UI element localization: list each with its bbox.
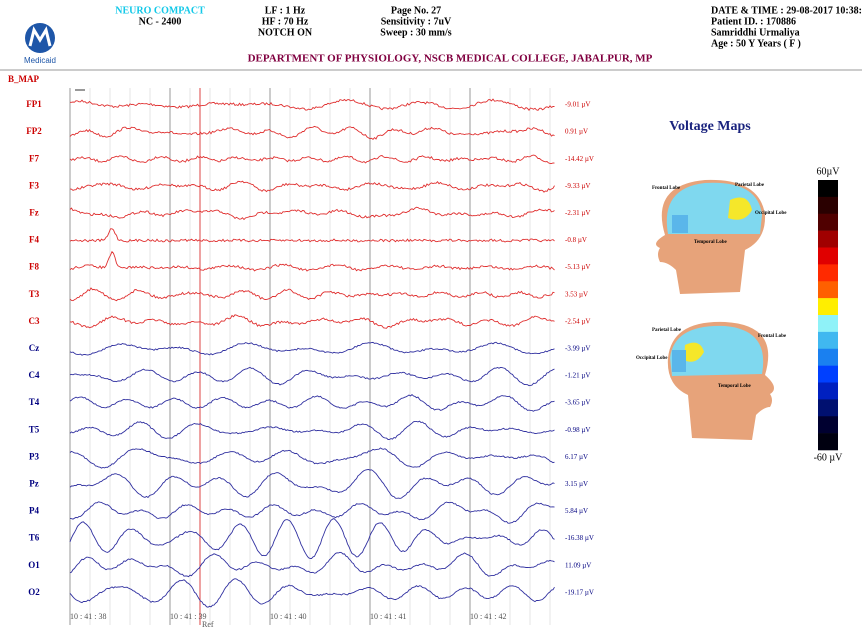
- channel-value: -3.65 µV: [565, 399, 590, 407]
- time-label: 10 : 41 : 40: [270, 612, 306, 621]
- scale-step: [818, 366, 838, 383]
- scale-step: [818, 214, 838, 231]
- channel-value: -9.33 µV: [565, 182, 590, 190]
- channel-label: C4: [29, 370, 40, 380]
- color-scale: [818, 180, 838, 450]
- scale-step: [818, 332, 838, 349]
- channel-label: P4: [29, 506, 39, 516]
- channel-label: T3: [29, 289, 40, 299]
- sweep: Sweep : 30 mm/s: [380, 27, 451, 38]
- scale-step: [818, 281, 838, 298]
- lf: LF : 1 Hz: [265, 5, 306, 16]
- lobe-label: Temporal Lobe: [694, 240, 728, 245]
- hf: HF : 70 Hz: [262, 16, 309, 27]
- channel-value: -0.8 µV: [565, 236, 587, 244]
- datetime: DATE & TIME : 29-08-2017 10:38:: [711, 5, 862, 16]
- channel-label: C3: [29, 316, 40, 326]
- channel-value: -1.21 µV: [565, 372, 590, 380]
- channel-value: 0.91 µV: [565, 128, 588, 136]
- channel-label: O2: [28, 587, 40, 597]
- channel-value: 3.15 µV: [565, 480, 588, 488]
- channel-label: Cz: [29, 343, 40, 353]
- time-label: 10 : 41 : 39: [170, 612, 206, 621]
- channel-value: 3.53 µV: [565, 290, 588, 298]
- channel-label: F3: [29, 180, 39, 190]
- channel-label: F7: [29, 153, 39, 163]
- channel-label: O1: [28, 560, 40, 570]
- scale-step: [818, 399, 838, 416]
- patient-name: Samriddhi Urmaliya: [711, 27, 800, 38]
- logo-text: Medicaid: [24, 56, 56, 65]
- channel-value: -16.38 µV: [565, 534, 594, 542]
- montage: B_MAP: [8, 74, 39, 84]
- channel-label: T4: [29, 397, 40, 407]
- channel-value: -5.13 µV: [565, 263, 590, 271]
- channel-value: -14.42 µV: [565, 155, 594, 163]
- eeg-report: Medicaid NEURO COMPACT NC - 2400 LF : 1 …: [0, 0, 862, 628]
- ref-label: Ref: [202, 620, 214, 628]
- department: DEPARTMENT OF PHYSIOLOGY, NSCB MEDICAL C…: [248, 53, 653, 65]
- time-label: 10 : 41 : 41: [370, 612, 406, 621]
- scale-step: [818, 315, 838, 332]
- scale-step: [818, 383, 838, 400]
- lobe-label: Parietal Lobe: [652, 328, 682, 333]
- channel-value: -2.54 µV: [565, 317, 590, 325]
- channel-value: -3.99 µV: [565, 345, 590, 353]
- lobe-label: Frontal Lobe: [758, 334, 787, 339]
- channel-value: 5.84 µV: [565, 507, 588, 515]
- scale-step: [818, 433, 838, 450]
- sensitivity: Sensitivity : 7uV: [381, 16, 452, 27]
- scale-step: [818, 416, 838, 433]
- notch: NOTCH ON: [258, 27, 313, 38]
- scale-step: [818, 197, 838, 214]
- channel-value: 11.09 µV: [565, 561, 591, 569]
- device: NEURO COMPACT: [115, 5, 205, 16]
- channel-label: T6: [29, 533, 40, 543]
- scale-min: -60 µV: [814, 452, 844, 463]
- channel-label: F4: [29, 235, 39, 245]
- channel-label: Pz: [29, 478, 39, 488]
- channel-value: 6.17 µV: [565, 453, 588, 461]
- scale-step: [818, 231, 838, 248]
- scale-max: 60µV: [817, 166, 841, 177]
- lobe-label: Temporal Lobe: [718, 384, 752, 389]
- scale-step: [818, 298, 838, 315]
- lobe-label: Parietal Lobe: [735, 183, 765, 188]
- time-label: 10 : 41 : 42: [470, 612, 506, 621]
- age: Age : 50 Y Years ( F ): [711, 38, 801, 49]
- time-label: 10 : 41 : 38: [70, 612, 106, 621]
- lobe-label: Occipital Lobe: [755, 211, 787, 216]
- scale-step: [818, 349, 838, 366]
- channel-value: -9.01 µV: [565, 101, 590, 109]
- channel-label: Fz: [29, 207, 39, 217]
- lobe-label: Occipital Lobe: [636, 356, 668, 361]
- logo: Medicaid: [24, 23, 56, 65]
- channel-value: -0.98 µV: [565, 426, 590, 434]
- channel-value: -2.31 µV: [565, 209, 590, 217]
- lobe-label: Frontal Lobe: [652, 186, 681, 191]
- maps-title: Voltage Maps: [669, 119, 751, 134]
- scale-step: [818, 264, 838, 281]
- channel-label: FP1: [26, 99, 42, 109]
- channel-label: FP2: [26, 126, 42, 136]
- scale-step: [818, 248, 838, 265]
- page-no: Page No. 27: [391, 5, 441, 16]
- channel-label: P3: [29, 451, 39, 461]
- patient-id: Patient ID. : 170886: [711, 16, 796, 27]
- model: NC - 2400: [139, 16, 182, 27]
- channel-label: T5: [29, 424, 40, 434]
- background: [0, 0, 862, 628]
- scale-step: [818, 180, 838, 197]
- channel-label: F8: [29, 262, 39, 272]
- channel-value: -19.17 µV: [565, 588, 594, 596]
